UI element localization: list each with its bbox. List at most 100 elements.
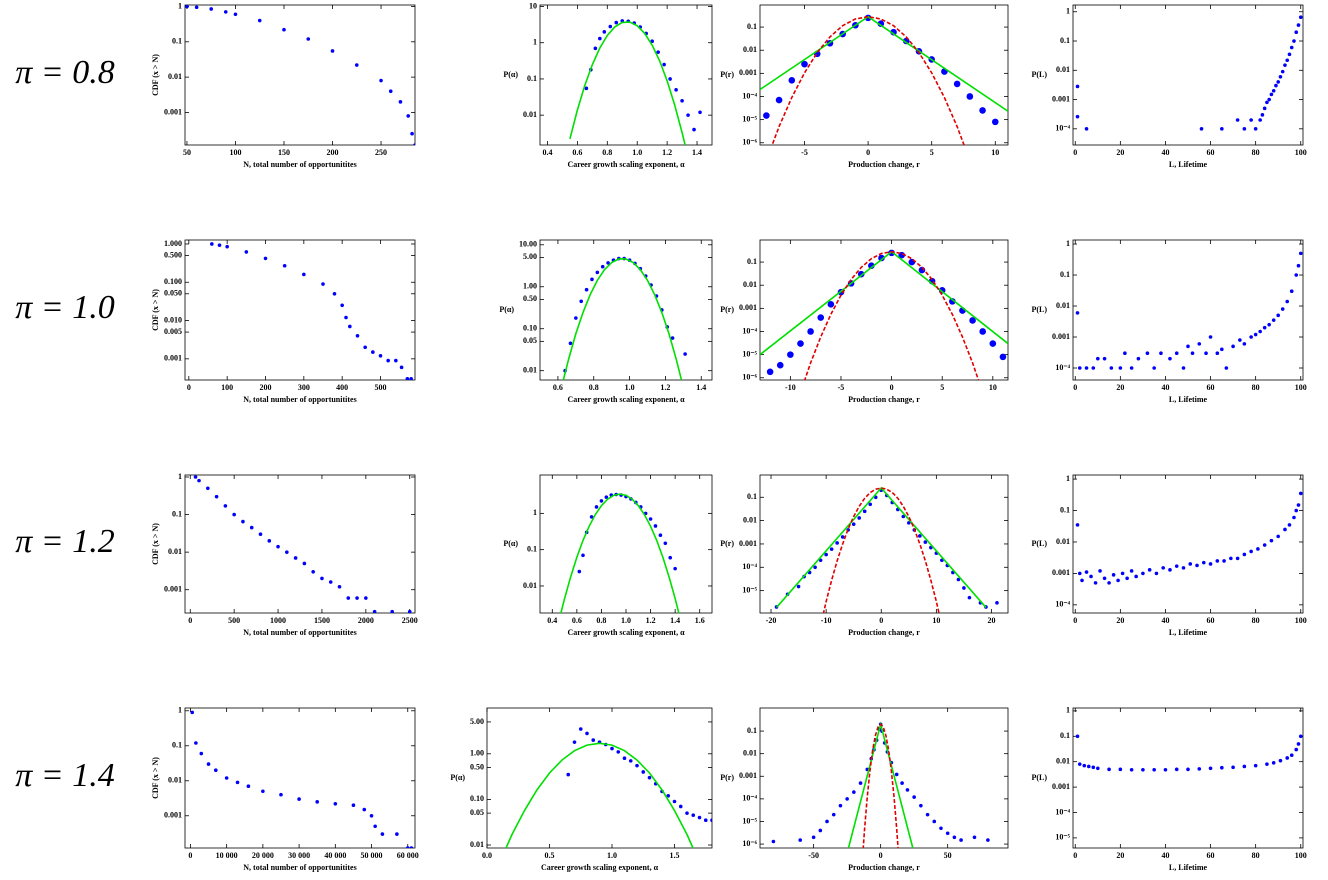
data-point xyxy=(838,803,843,808)
data-point xyxy=(827,300,835,308)
data-point xyxy=(967,595,972,600)
data-point xyxy=(1116,578,1120,583)
data-point xyxy=(890,28,897,36)
plot-frame xyxy=(759,707,1009,849)
data-point xyxy=(901,514,906,519)
data-point xyxy=(953,80,961,88)
data-point xyxy=(813,565,817,570)
chart: 1 0.1 0.01 0.001 0 500 1000 1500 2000 2500 N, tota… xyxy=(151,472,418,637)
data-point xyxy=(1287,52,1292,57)
data-point xyxy=(1190,351,1195,356)
data-point xyxy=(190,710,195,715)
chart: 0.1 0.01 0.001 10⁻⁴ 10⁻⁵ 10⁻⁶ -10 -5 0 5 10 Product… xyxy=(720,239,1009,404)
plot-frame xyxy=(1072,4,1304,146)
data-point xyxy=(1292,39,1296,43)
plot-area xyxy=(1075,491,1303,585)
data-point xyxy=(923,540,928,544)
data-point xyxy=(972,835,977,840)
x-tick-label: 0.6 xyxy=(553,383,563,392)
y-tick-label: 10⁻⁵ xyxy=(742,816,757,825)
data-point xyxy=(648,517,653,521)
data-point xyxy=(1215,351,1220,356)
data-point xyxy=(1159,351,1163,356)
data-point xyxy=(340,303,344,308)
data-point xyxy=(680,98,684,103)
data-point xyxy=(1152,767,1156,772)
data-point xyxy=(771,839,776,844)
data-point xyxy=(1186,767,1190,772)
x-tick-label: 40 xyxy=(1161,851,1169,860)
data-point xyxy=(1296,23,1301,27)
data-point xyxy=(1283,527,1287,532)
y-tick-label: 0.1 xyxy=(172,741,182,750)
x-axis-label: Production change, r xyxy=(848,395,920,404)
data-point xyxy=(209,7,214,11)
data-point xyxy=(1199,127,1204,131)
data-point xyxy=(337,584,342,589)
data-point xyxy=(351,803,356,808)
x-tick-label: 40 000 xyxy=(324,851,346,860)
plot-area xyxy=(771,721,990,848)
data-point xyxy=(1262,325,1267,330)
x-tick-label: 1.4 xyxy=(696,383,706,392)
data-point xyxy=(1188,562,1193,566)
data-point xyxy=(572,740,577,744)
y-tick-label: 0.05 xyxy=(470,808,484,817)
chart: 5.00 1.00 0.50 0.10 0.05 0.01 0.0 0.5 1.0 1.5 Care… xyxy=(450,707,713,872)
data-point xyxy=(979,107,986,114)
data-point xyxy=(373,824,377,829)
data-point xyxy=(394,358,398,363)
y-tick-label: 0.1 xyxy=(172,509,182,518)
fit-line xyxy=(771,15,965,145)
plot-frame xyxy=(1072,474,1304,614)
data-point xyxy=(776,361,784,369)
data-point xyxy=(622,756,627,761)
plot-area xyxy=(190,710,414,848)
data-point xyxy=(775,96,783,104)
data-point xyxy=(1082,763,1087,768)
y-tick-label: 0.100 xyxy=(164,277,182,286)
x-tick-label: 40 xyxy=(1161,616,1169,625)
data-point xyxy=(1197,767,1202,771)
data-point xyxy=(1298,491,1303,496)
data-point xyxy=(1077,571,1082,576)
plot-frame xyxy=(184,239,416,381)
data-point xyxy=(214,494,219,499)
data-point xyxy=(986,838,990,842)
x-tick-label: 60 000 xyxy=(397,851,419,860)
data-point xyxy=(939,826,943,831)
plot-frame xyxy=(184,474,416,614)
plot-frame xyxy=(539,239,713,381)
data-point xyxy=(1141,571,1145,576)
y-tick-label: 0.001 xyxy=(164,354,182,363)
data-point xyxy=(1229,556,1233,561)
x-tick-label: 0.4 xyxy=(542,148,552,157)
data-point xyxy=(1089,574,1093,579)
data-point xyxy=(1280,69,1285,74)
data-point xyxy=(840,535,845,539)
data-point xyxy=(297,797,301,801)
x-axis-label: L, Lifetime xyxy=(1169,395,1208,404)
x-axis-label: Production change, r xyxy=(848,160,920,169)
data-point xyxy=(1253,332,1258,337)
data-point xyxy=(1294,30,1299,35)
y-tick-label: 0.50 xyxy=(470,762,484,771)
data-point xyxy=(568,341,573,346)
data-point xyxy=(797,340,804,347)
data-point xyxy=(285,550,289,554)
data-point xyxy=(692,127,696,132)
y-axis-label: CDF (x > N) xyxy=(151,54,160,96)
y-tick-label: 0.001 xyxy=(1052,568,1070,577)
x-tick-label: 0.8 xyxy=(602,148,612,157)
data-point xyxy=(355,596,359,600)
y-tick-label: 0.001 xyxy=(164,811,182,820)
data-point xyxy=(668,77,672,81)
fit-line xyxy=(760,15,1008,112)
x-tick-label: 1.0 xyxy=(621,616,631,625)
x-tick-label: 1.5 xyxy=(670,851,680,860)
row-label: π = 1.4 xyxy=(15,757,114,794)
data-point xyxy=(364,596,368,600)
data-point xyxy=(1168,568,1172,572)
y-tick-label: 0.1 xyxy=(1060,270,1070,279)
chart: 10.00 5.00 1.00 0.50 0.10 0.05 0.01 0.6 0.8 1.0 1.… xyxy=(499,239,713,404)
